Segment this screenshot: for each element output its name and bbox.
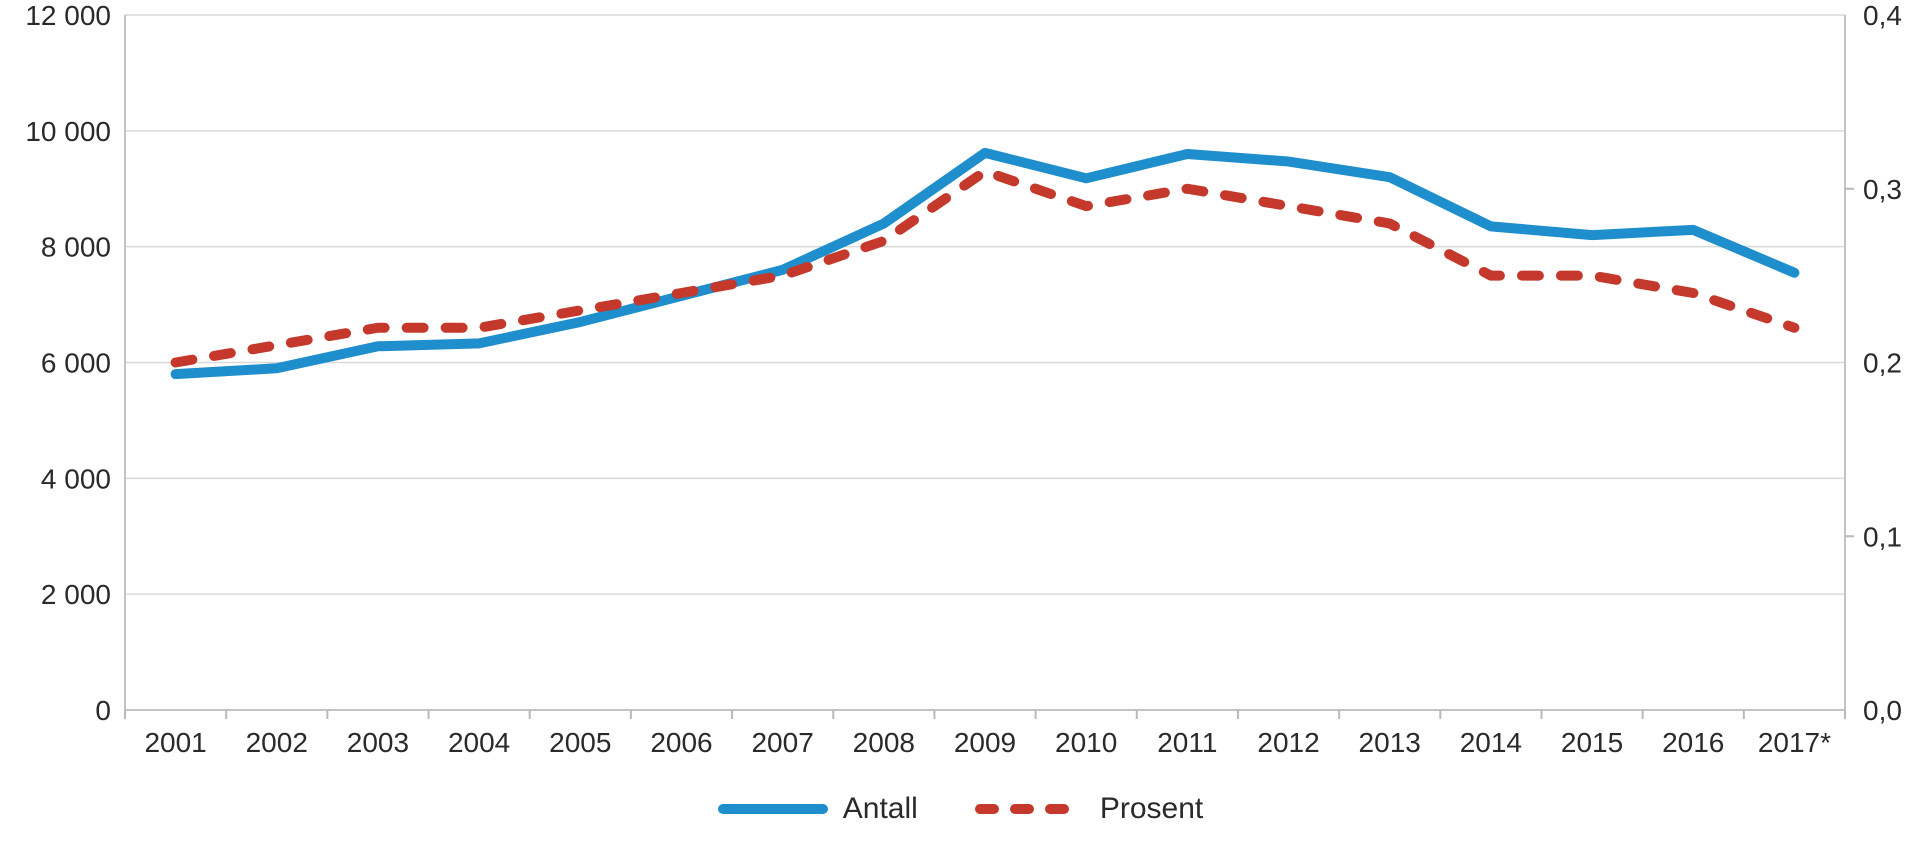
y-axis-label-left: 10 000 — [25, 116, 111, 147]
prosent-legend-line-icon — [974, 804, 1085, 814]
legend-label-prosent: Prosent — [1099, 792, 1204, 825]
x-axis-label: 2004 — [448, 727, 510, 758]
y-axis-label-left: 2 000 — [41, 579, 111, 610]
antall-legend-line-icon — [717, 804, 828, 814]
antall-line — [170, 147, 1800, 380]
y-axis-label-left: 12 000 — [25, 0, 111, 31]
x-axis-label: 2007 — [751, 727, 813, 758]
x-axis-label: 2013 — [1359, 727, 1421, 758]
plot-area: 0 2 000 4 000 6 000 8 000 10 000 12 000 0,0 0,1 0… — [25, 0, 1902, 758]
x-axis-label: 2005 — [549, 727, 611, 758]
x-axis-label: 2017* — [1758, 727, 1831, 758]
prosent-line — [170, 166, 1800, 368]
y-axis-label-right: 0,4 — [1863, 0, 1902, 31]
y-axis-label-left: 4 000 — [41, 463, 111, 494]
x-axis-label: 2012 — [1257, 727, 1319, 758]
y-axis-label-right: 0,1 — [1863, 521, 1902, 552]
y-axis-label-left: 8 000 — [41, 232, 111, 263]
y-axis-label-right: 0,3 — [1863, 174, 1902, 205]
chart-legend: Antall Prosent — [0, 794, 1920, 824]
legend-label-antall: Antall — [842, 792, 918, 825]
y-axis-label-right: 0,0 — [1863, 695, 1902, 726]
x-axis-label: 2001 — [144, 727, 206, 758]
x-axis-label: 2008 — [853, 727, 915, 758]
x-axis-label: 2010 — [1055, 727, 1117, 758]
x-axis-label: 2006 — [650, 727, 712, 758]
y-axis-label-right: 0,2 — [1863, 348, 1902, 379]
legend-item-antall: Antall — [717, 794, 918, 824]
x-axis-label: 2002 — [246, 727, 308, 758]
x-axis-label: 2015 — [1561, 727, 1623, 758]
y-axis-label-left: 6 000 — [41, 348, 111, 379]
x-axis-label: 2016 — [1662, 727, 1724, 758]
x-axis-label: 2011 — [1157, 727, 1217, 758]
x-axis-label: 2003 — [347, 727, 409, 758]
y-axis-label-left: 0 — [95, 695, 111, 726]
x-axis-label: 2009 — [954, 727, 1016, 758]
x-axis-label: 2014 — [1460, 727, 1522, 758]
legend-item-prosent: Prosent — [974, 794, 1203, 824]
